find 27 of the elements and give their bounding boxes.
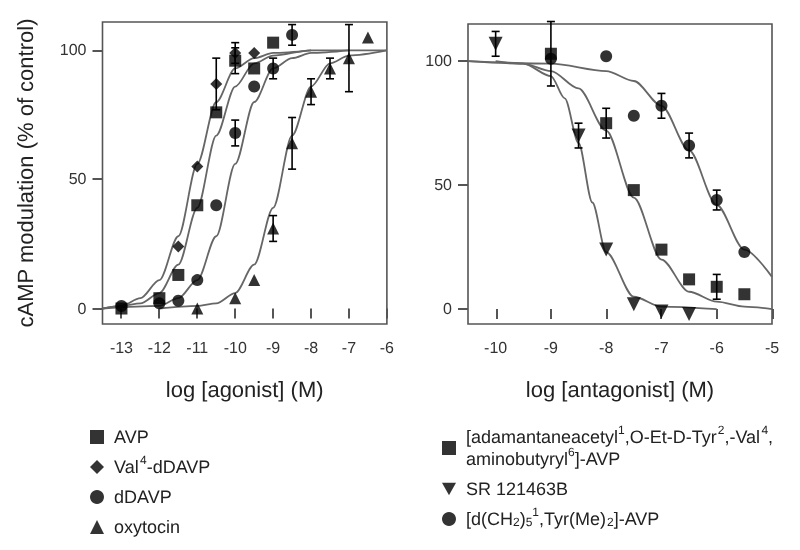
x-tick-label: -10 — [484, 339, 509, 357]
x-tick-label: -12 — [147, 339, 173, 357]
x-tick-label: -7 — [654, 339, 670, 357]
x-tick-label: -8 — [303, 339, 320, 357]
legend-label: dDAVP — [114, 487, 172, 507]
y-tick-label: 50 — [434, 176, 454, 195]
x-tick-label: -9 — [266, 339, 282, 357]
x-axis-title: log [antagonist] (M) — [525, 379, 715, 403]
x-axis-title: log [agonist] (M) — [165, 379, 324, 403]
x-tick-label: -6 — [379, 339, 396, 357]
y-tick-label: 0 — [77, 299, 88, 318]
x-tick-label: -8 — [599, 339, 615, 357]
y-axis-title: cAMP modulation (% of control) — [15, 18, 39, 328]
x-tick-label: -13 — [109, 339, 135, 357]
x-tick-label: -9 — [543, 339, 560, 357]
x-tick-label: -7 — [341, 339, 358, 357]
x-tick-label: -11 — [186, 339, 210, 357]
legend-label: AVP — [114, 427, 149, 447]
x-tick-label: -5 — [764, 339, 781, 357]
y-tick-label: 0 — [443, 300, 454, 319]
y-tick-label: 100 — [425, 52, 454, 71]
y-tick-label: 100 — [59, 41, 88, 60]
legend-label: SR 121463B — [466, 479, 569, 499]
x-tick-label: -6 — [709, 339, 725, 357]
y-tick-label: 50 — [68, 170, 88, 189]
legend-label: oxytocin — [114, 517, 181, 537]
x-tick-label: -10 — [223, 339, 248, 357]
